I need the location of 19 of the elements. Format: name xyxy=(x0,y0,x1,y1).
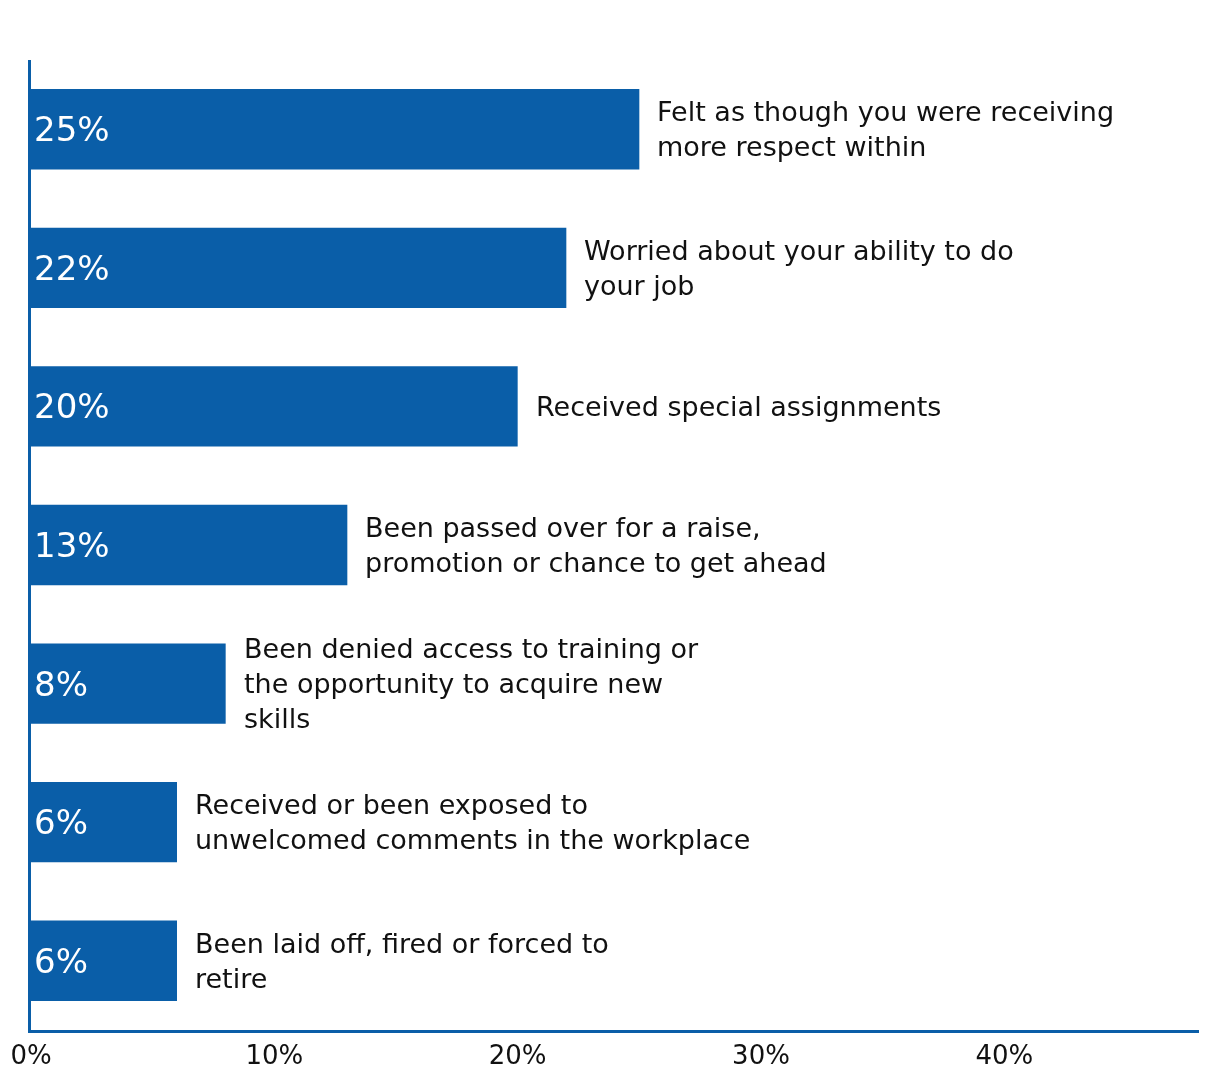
x-tick-label: 40% xyxy=(975,1040,1034,1071)
data-label: 6% xyxy=(34,802,88,843)
data-label: 20% xyxy=(34,386,110,427)
y-tick-label: Been laid off, fired or forced to retire xyxy=(195,928,609,995)
x-tick-label: 20% xyxy=(488,1040,547,1071)
data-label: 6% xyxy=(34,940,88,981)
y-tick-label: Worried about your ability to do your job xyxy=(584,235,1014,302)
data-label: 13% xyxy=(34,525,110,565)
data-label: 8% xyxy=(34,663,88,704)
x-tick-label: 0% xyxy=(10,1040,52,1071)
y-tick-label: Felt as though you were receiving more respect within xyxy=(657,96,1115,163)
x-tick-label: 30% xyxy=(732,1040,790,1071)
y-tick-label: Been denied access to training or the opportunity to acquire new skills xyxy=(244,633,700,735)
y-tick-label: Received special assignments xyxy=(536,391,942,422)
data-label: 22% xyxy=(34,247,110,288)
y-tick-label: Received or been exposed to unwelcomed comments in the workplace xyxy=(195,789,751,856)
data-label: 25% xyxy=(34,109,110,150)
y-tick-label: Been passed over for a raise, promotion or chance to get ahead xyxy=(365,512,827,579)
x-tick-label: 10% xyxy=(245,1040,304,1071)
